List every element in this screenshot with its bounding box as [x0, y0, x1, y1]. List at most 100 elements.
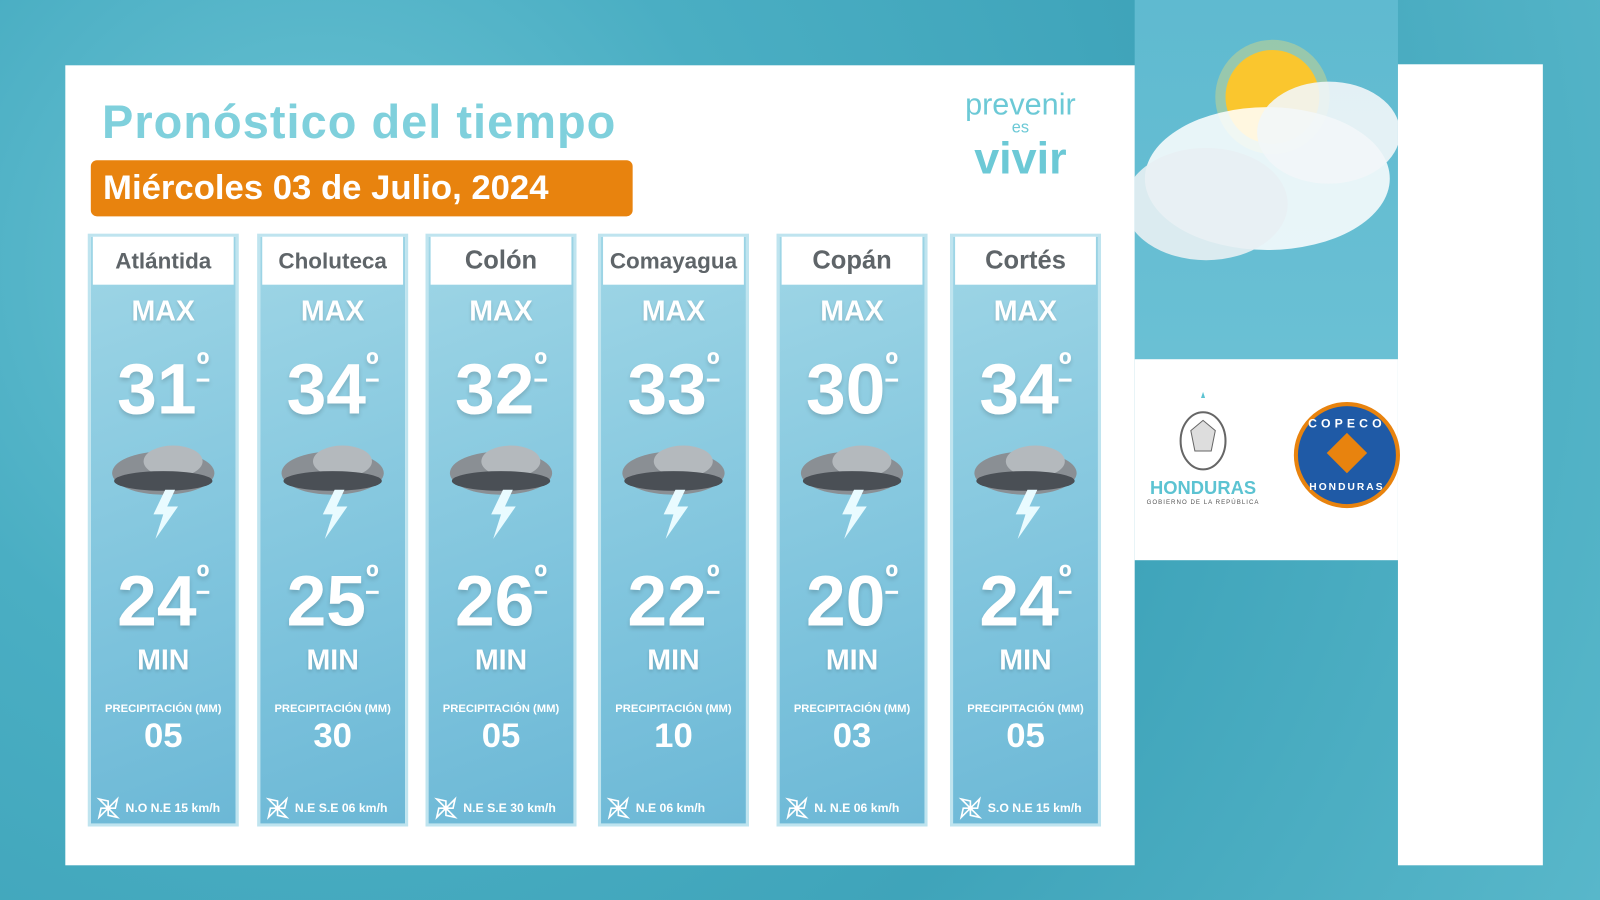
- min-value: 24: [979, 561, 1059, 641]
- max-label: MAX: [641, 294, 706, 327]
- degree-symbol: º: [706, 558, 720, 597]
- precipitation-value: 05: [1006, 716, 1045, 756]
- logos-area: HONDURAS GOBIERNO DE LA REPÚBLICA COPECO…: [1134, 359, 1400, 561]
- department-name: Atlántida: [92, 236, 234, 285]
- min-label: MIN: [137, 643, 190, 676]
- department-name: Colón: [430, 236, 572, 285]
- precipitation-label: PRECIPITACIÓN (MM): [442, 703, 560, 716]
- pinwheel-icon: [434, 796, 458, 820]
- copeco-subtext: HONDURAS: [1309, 481, 1385, 493]
- wind-info: N.E 06 km/h: [605, 795, 744, 822]
- degree-symbol: º: [706, 345, 720, 385]
- honduras-text: HONDURAS: [1149, 477, 1257, 498]
- slogan-bottom: vivir: [974, 133, 1067, 184]
- department-name: Choluteca: [262, 236, 404, 285]
- degree-symbol: º: [885, 345, 899, 385]
- department-name: Comayagua: [603, 236, 744, 285]
- wind-text: N.E S.E 06 km/h: [294, 801, 388, 816]
- honduras-subtext: GOBIERNO DE LA REPÚBLICA: [1146, 499, 1260, 507]
- precipitation-value: 30: [313, 716, 352, 756]
- sun-cloud-icon: [1124, 39, 1400, 261]
- max-label: MAX: [820, 294, 884, 327]
- min-label: MIN: [306, 643, 359, 676]
- department-card: Choluteca MAX 34º 25º MIN PRECIPITACIÓN …: [257, 233, 409, 827]
- max-temp: 31º: [91, 348, 236, 430]
- precipitation-value: 05: [481, 716, 521, 756]
- min-label: MIN: [825, 643, 879, 676]
- pinwheel-icon: [96, 796, 120, 820]
- precipitation-label: PRECIPITACIÓN (MM): [967, 703, 1084, 716]
- wind-text: N.E 06 km/h: [635, 801, 706, 816]
- department-card: Copán MAX 30º 20º MIN PRECIPITACIÓN (MM)…: [776, 233, 928, 827]
- pinwheel-icon: [606, 796, 631, 820]
- wind-info: S.O N.E 15 km/h: [957, 795, 1096, 822]
- max-value: 33: [627, 348, 707, 429]
- max-value: 30: [805, 348, 886, 429]
- max-temp: 32º: [429, 348, 574, 430]
- min-value: 25: [286, 561, 367, 641]
- min-temp: 24º: [91, 560, 236, 642]
- max-label: MAX: [469, 294, 533, 327]
- precipitation-value: 05: [143, 716, 183, 756]
- degree-symbol: º: [534, 345, 548, 385]
- pinwheel-icon: [785, 796, 809, 820]
- degree-symbol: º: [366, 558, 379, 597]
- white-strip: [1397, 64, 1543, 866]
- max-label: MAX: [300, 294, 365, 327]
- precipitation-label: PRECIPITACIÓN (MM): [105, 703, 222, 716]
- precipitation-label: PRECIPITACIÓN (MM): [793, 703, 911, 716]
- min-label: MIN: [647, 643, 700, 676]
- department-card: Colón MAX 32º 26º MIN PRECIPITACIÓN (MM)…: [425, 233, 577, 827]
- min-value: 22: [627, 561, 707, 641]
- slogan-mid: es: [1011, 119, 1030, 137]
- degree-symbol: º: [1058, 345, 1072, 385]
- department-card: Atlántida MAX 31º 24º MIN PRECIPITACIÓN …: [87, 233, 239, 827]
- precipitation-value: 03: [832, 716, 872, 756]
- max-temp: 34º: [953, 348, 1098, 430]
- degree-symbol: º: [1058, 558, 1072, 597]
- slogan-logo: prevenir es vivir: [939, 87, 1102, 184]
- pinwheel-icon: [958, 796, 983, 820]
- min-temp: 22º: [601, 560, 746, 642]
- max-value: 32: [454, 348, 535, 429]
- thunderstorm-icon: [449, 445, 553, 539]
- degree-symbol: º: [885, 558, 899, 597]
- wind-text: N.E S.E 30 km/h: [463, 801, 556, 816]
- degree-symbol: º: [196, 345, 210, 385]
- degree-symbol: º: [534, 558, 548, 597]
- min-label: MIN: [474, 643, 528, 676]
- max-temp: 30º: [780, 348, 925, 430]
- honduras-logo: HONDURAS GOBIERNO DE LA REPÚBLICA: [1140, 390, 1267, 507]
- wind-info: N.E S.E 30 km/h: [433, 795, 572, 822]
- precipitation-value: 10: [654, 716, 693, 756]
- max-temp: 33º: [601, 348, 746, 430]
- sun-cloud-image: [1124, 0, 1400, 360]
- precipitation-label: PRECIPITACIÓN (MM): [615, 703, 732, 716]
- min-temp: 24º: [953, 560, 1098, 642]
- wind-text: N. N.E 06 km/h: [814, 801, 900, 816]
- max-value: 34: [979, 348, 1059, 429]
- pinwheel-icon: [265, 796, 290, 820]
- thunderstorm-icon: [281, 445, 384, 539]
- wind-text: S.O N.E 15 km/h: [987, 801, 1082, 816]
- min-temp: 25º: [260, 560, 405, 642]
- min-label: MIN: [999, 643, 1052, 676]
- max-label: MAX: [131, 294, 196, 327]
- wind-info: N.O N.E 15 km/h: [95, 795, 234, 822]
- min-value: 24: [117, 561, 197, 641]
- max-label: MAX: [993, 294, 1058, 327]
- wind-text: N.O N.E 15 km/h: [125, 801, 221, 816]
- thunderstorm-icon: [800, 445, 904, 539]
- max-value: 31: [117, 348, 197, 429]
- slogan-top: prevenir: [965, 87, 1076, 122]
- degree-symbol: º: [366, 345, 379, 385]
- thunderstorm-icon: [112, 445, 215, 539]
- department-card: Comayagua MAX 33º 22º MIN PRECIPITACIÓN …: [597, 233, 749, 827]
- wind-info: N. N.E 06 km/h: [784, 795, 923, 822]
- wind-info: N.E S.E 06 km/h: [264, 795, 403, 822]
- coat-of-arms-icon: [1179, 391, 1227, 471]
- precipitation-label: PRECIPITACIÓN (MM): [274, 703, 391, 716]
- thunderstorm-icon: [622, 445, 725, 539]
- degree-symbol: º: [196, 558, 210, 597]
